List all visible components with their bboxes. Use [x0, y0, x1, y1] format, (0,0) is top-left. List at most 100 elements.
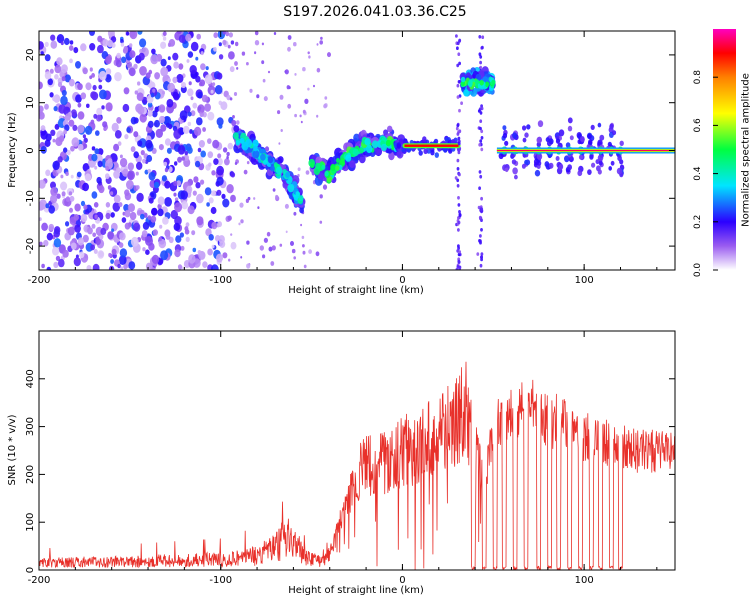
noise-blob	[70, 242, 77, 250]
noise-blob	[110, 212, 115, 218]
noise-blob	[228, 258, 231, 262]
noise-blob	[120, 39, 124, 44]
noise-blob	[124, 209, 131, 218]
vertical-streak	[456, 46, 459, 50]
noise-blob	[315, 251, 320, 257]
noise-blob	[127, 171, 134, 180]
noise-blob	[275, 194, 279, 199]
noise-blob	[164, 138, 171, 146]
pulse-halo	[511, 159, 517, 165]
noise-blob	[94, 148, 100, 155]
noise-blob	[91, 191, 98, 199]
noise-blob	[107, 31, 115, 38]
high-frequency-burst	[468, 79, 473, 86]
noise-blob	[278, 142, 281, 145]
vertical-streak	[456, 178, 460, 183]
noise-blob	[218, 42, 222, 47]
vertical-streak	[478, 186, 481, 190]
noise-blob	[190, 41, 199, 52]
noise-blob	[52, 160, 60, 171]
noise-blob	[39, 105, 44, 113]
noise-blob	[91, 153, 98, 162]
noise-blob	[287, 103, 292, 109]
noise-blob	[44, 139, 51, 147]
vertical-streak	[479, 119, 483, 123]
noise-blob	[280, 129, 283, 132]
pulse-halo	[524, 159, 528, 165]
noise-blob	[60, 95, 68, 106]
noise-blob	[133, 63, 138, 70]
noise-blob	[192, 247, 197, 253]
noise-blob	[157, 208, 164, 217]
pulsed-line	[496, 149, 675, 152]
noise-blob	[122, 168, 129, 177]
noise-blob	[243, 169, 248, 175]
steady-halo	[451, 139, 456, 145]
vertical-streak	[458, 250, 461, 254]
snr-y-tick-label: 200	[25, 465, 36, 484]
noise-blob	[228, 32, 233, 38]
noise-blob	[234, 162, 238, 165]
noise-blob	[61, 191, 66, 197]
noise-blob	[164, 167, 169, 173]
noise-blob	[188, 81, 192, 86]
pulse-halo	[589, 154, 594, 160]
noise-blob	[302, 244, 305, 248]
noise-blob	[145, 262, 153, 270]
noise-blob	[159, 224, 163, 229]
figure-title: S197.2026.041.03.36.C25	[283, 4, 466, 20]
noise-blob	[133, 131, 139, 138]
noise-blob	[195, 182, 201, 189]
noise-blob	[133, 151, 139, 159]
pulse-halo	[567, 125, 573, 132]
spectrogram-y-tick-label: 10	[25, 96, 36, 109]
noise-blob	[111, 228, 115, 233]
noise-blob	[105, 68, 112, 76]
noise-blob	[152, 88, 156, 93]
pulse-halo	[512, 167, 518, 175]
noise-blob	[95, 238, 101, 246]
noise-blob	[197, 147, 202, 153]
noise-blob	[111, 122, 119, 132]
noise-blob	[285, 230, 288, 234]
transition-track	[385, 139, 391, 147]
noise-blob	[191, 230, 196, 236]
noise-blob	[176, 31, 182, 35]
noise-blob	[193, 126, 202, 136]
vertical-streak	[479, 139, 483, 143]
noise-blob	[114, 130, 122, 139]
vertical-streak	[457, 196, 460, 200]
noise-blob	[116, 117, 122, 124]
colorbar-tick-label: 0.6	[693, 118, 703, 133]
snr-y-tick-label: 0	[25, 567, 36, 573]
transition-track	[330, 163, 336, 171]
noise-blob	[207, 248, 213, 256]
noise-blob	[163, 161, 168, 167]
noise-blob	[120, 42, 125, 47]
noise-blob	[96, 176, 102, 184]
noise-blob	[77, 237, 85, 246]
transition-track	[336, 158, 340, 163]
noise-blob	[294, 73, 297, 76]
descending-track	[233, 132, 239, 140]
noise-blob	[157, 203, 162, 210]
noise-blob	[164, 180, 171, 189]
vertical-streak	[480, 129, 484, 134]
noise-blob	[83, 204, 88, 210]
snr-y-tick-label: 400	[25, 369, 36, 388]
noise-blob	[187, 205, 195, 215]
vertical-streak	[479, 239, 482, 243]
noise-blob	[271, 245, 276, 251]
noise-blob	[216, 189, 222, 196]
noise-blob	[287, 35, 292, 40]
noise-blob	[316, 43, 319, 46]
steady-halo	[418, 150, 423, 156]
pulse-halo	[555, 156, 560, 161]
vertical-streak	[480, 207, 484, 211]
noise-blob	[82, 234, 89, 243]
noise-blob	[139, 113, 147, 123]
noise-blob	[181, 201, 189, 210]
noise-blob	[216, 223, 220, 228]
noise-blob	[89, 75, 93, 80]
